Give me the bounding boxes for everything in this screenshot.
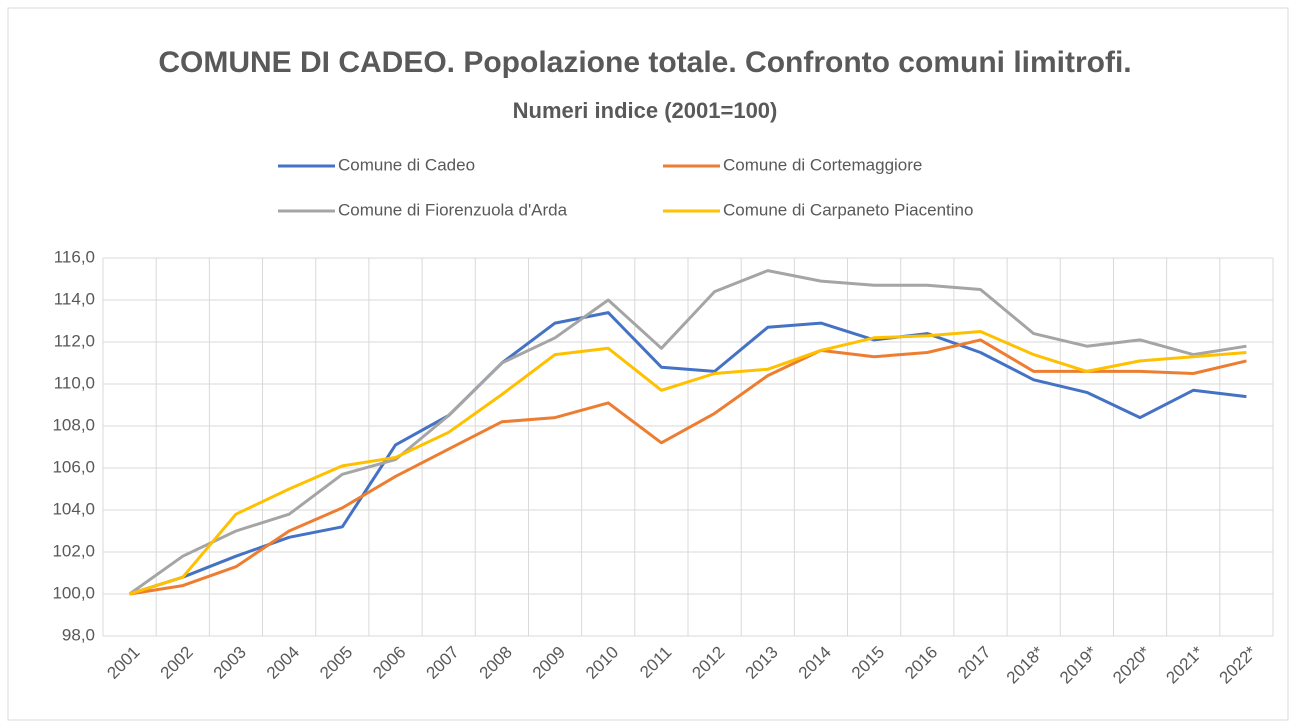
series-line <box>128 269 1247 596</box>
x-tick-label: 2007 <box>422 643 462 683</box>
x-tick-label: 2011 <box>636 643 675 682</box>
series-line <box>129 330 1247 596</box>
y-tick-label: 98,0 <box>62 625 95 644</box>
x-tick-label: 2006 <box>369 643 409 683</box>
x-tick-label: 2012 <box>688 643 728 683</box>
chart-subtitle: Numeri indice (2001=100) <box>512 98 778 123</box>
title-block: COMUNE DI CADEO. Popolazione totale. Con… <box>145 40 1145 134</box>
y-tick-label: 100,0 <box>52 583 95 602</box>
x-tick-label: 2010 <box>582 643 622 683</box>
y-tick-label: 110,0 <box>54 373 95 392</box>
x-tick-label: 2009 <box>529 643 569 683</box>
y-tick-label: 108,0 <box>52 415 95 434</box>
legend-label: Comune di Cadeo <box>338 155 475 174</box>
x-tick-label: 2002 <box>157 643 197 683</box>
x-tick-label: 2017 <box>954 643 994 683</box>
chart-frame <box>7 7 1289 721</box>
y-tick-label: 106,0 <box>52 457 95 476</box>
x-tick-label: 2021* <box>1162 642 1207 687</box>
y-tick-label: 102,0 <box>52 541 95 560</box>
legend-label: Comune di Fiorenzuola d'Arda <box>338 200 568 219</box>
x-tick-label: 2022* <box>1216 642 1261 687</box>
x-tick-label: 2018* <box>1003 642 1048 687</box>
x-tick-label: 2003 <box>210 643 250 683</box>
x-tick-label: 2001 <box>103 643 143 683</box>
x-tick-label: 2014 <box>795 643 835 683</box>
legend-label: Comune di Carpaneto Piacentino <box>723 200 973 219</box>
x-tick-label: 2005 <box>316 643 356 683</box>
series-line <box>129 311 1247 596</box>
x-tick-label: 2016 <box>901 643 941 683</box>
y-tick-label: 112,0 <box>54 331 95 350</box>
y-tick-label: 104,0 <box>52 499 95 518</box>
x-tick-label: 2013 <box>742 643 782 683</box>
chart-title: COMUNE DI CADEO. Popolazione totale. Con… <box>158 46 1132 79</box>
y-tick-label: 116,0 <box>54 247 95 266</box>
x-tick-label: 2015 <box>848 643 888 683</box>
y-tick-label: 114,0 <box>54 289 95 308</box>
legend-label: Comune di Cortemaggiore <box>723 155 922 174</box>
x-tick-label: 2019* <box>1056 642 1101 687</box>
x-tick-label: 2004 <box>263 643 303 683</box>
x-tick-label: 2008 <box>476 643 516 683</box>
x-tick-label: 2020* <box>1109 642 1154 687</box>
series-line <box>129 338 1247 596</box>
